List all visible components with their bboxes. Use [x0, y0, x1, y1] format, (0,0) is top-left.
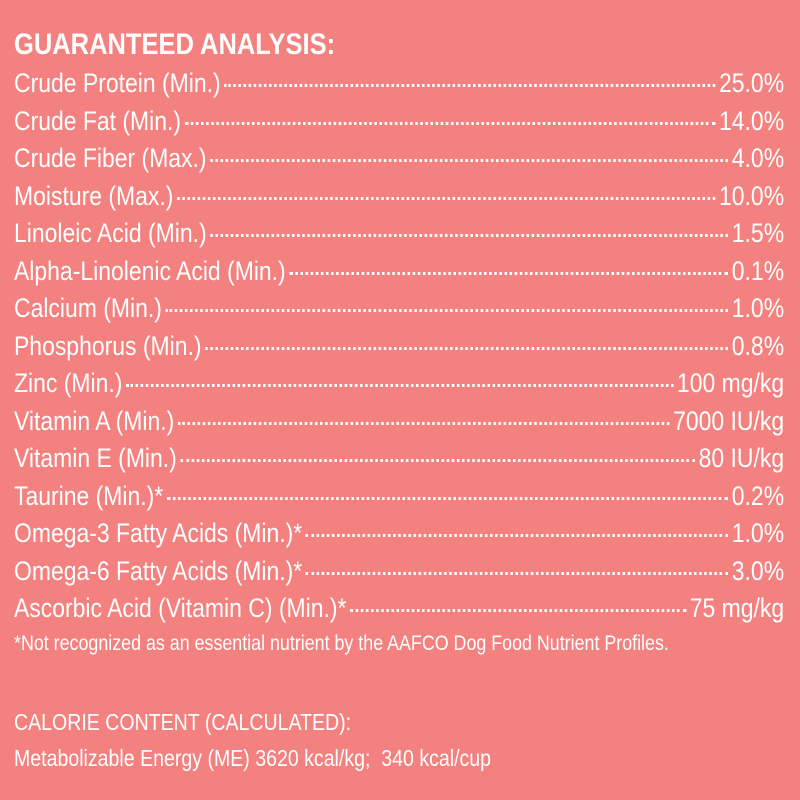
analysis-row: Zinc (Min.) 100 mg/kg: [14, 365, 784, 403]
nutrient-label: Vitamin A (Min.): [14, 405, 175, 436]
nutrient-value: 1.0%: [731, 518, 785, 548]
nutrient-label: Taurine (Min.)*: [14, 480, 164, 511]
analysis-row: Taurine (Min.)* 0.2%: [14, 478, 784, 516]
nutrient-label: Crude Fat (Min.): [14, 105, 182, 136]
nutrient-value: 100 mg/kg: [676, 368, 785, 398]
dot-leader: [180, 459, 696, 462]
dot-leader: [305, 534, 729, 537]
dot-leader: [177, 421, 670, 425]
dot-leader: [305, 571, 729, 575]
dot-leader: [184, 121, 716, 125]
analysis-row: Crude Fiber (Max.) 4.0%: [14, 140, 784, 178]
nutrient-value: 3.0%: [731, 555, 785, 586]
analysis-row: Omega-6 Fatty Acids (Min.)* 3.0%: [14, 553, 784, 591]
rows: Crude Protein (Min.) 25.0% Crude Fat (Min.…: [14, 65, 784, 628]
nutrient-label: Ascorbic Acid (Vitamin C) (Min.)*: [14, 593, 347, 623]
calorie-text: Metabolizable Energy (ME) 3620 kcal/kg; …: [14, 744, 492, 771]
dot-leader: [204, 346, 729, 350]
analysis-row: Ascorbic Acid (Vitamin C) (Min.)* 75 mg/k…: [14, 590, 784, 628]
dot-leader: [349, 609, 687, 612]
nutrient-label: Omega-6 Fatty Acids (Min.)*: [14, 555, 303, 586]
dot-leader: [165, 309, 729, 312]
nutrient-value: 14.0%: [719, 105, 785, 136]
nutrient-label: Crude Fiber (Max.): [14, 143, 207, 173]
dot-leader: [210, 234, 729, 237]
analysis-panel: GUARANTEED ANALYSIS: Crude Protein (Min.…: [14, 25, 784, 776]
nutrient-label: Crude Protein (Min.): [14, 68, 221, 98]
analysis-row: Alpha-Linolenic Acid (Min.) 0.1%: [14, 253, 784, 291]
analysis-row: Linoleic Acid (Min.) 1.5%: [14, 215, 784, 253]
title: GUARANTEED ANALYSIS:: [14, 28, 336, 61]
dot-leader: [125, 384, 674, 387]
dot-leader: [209, 159, 729, 162]
analysis-row: Phosphorus (Min.) 0.8%: [14, 328, 784, 366]
nutrient-label: Vitamin E (Min.): [14, 443, 177, 473]
nutrient-label: Calcium (Min.): [14, 293, 162, 323]
nutrient-value: 75 mg/kg: [689, 593, 785, 623]
dot-leader: [289, 271, 729, 275]
nutrient-value: 4.0%: [731, 143, 785, 173]
dot-leader: [166, 496, 729, 500]
analysis-row: Moisture (Max.) 10.0%: [14, 178, 784, 216]
nutrient-value: 1.0%: [731, 293, 785, 323]
nutrient-value: 10.0%: [719, 180, 785, 211]
analysis-row: Crude Fat (Min.) 14.0%: [14, 103, 784, 141]
analysis-row: Vitamin E (Min.) 80 IU/kg: [14, 440, 784, 478]
nutrient-value: 0.2%: [731, 480, 785, 511]
nutrient-label: Linoleic Acid (Min.): [14, 218, 207, 248]
footnote: *Not recognized as an essential nutrient…: [14, 631, 669, 655]
nutrient-value: 1.5%: [731, 218, 785, 248]
calorie-heading: CALORIE CONTENT (CALCULATED):: [14, 708, 352, 735]
dot-leader: [176, 196, 716, 200]
nutrient-label: Phosphorus (Min.): [14, 330, 202, 361]
nutrient-value: 0.8%: [731, 330, 785, 361]
nutrient-label: Omega-3 Fatty Acids (Min.)*: [14, 518, 303, 548]
nutrient-label: Moisture (Max.): [14, 180, 174, 211]
nutrient-label: Zinc (Min.): [14, 368, 123, 398]
nutrient-label: Alpha-Linolenic Acid (Min.): [14, 255, 286, 286]
analysis-row: Calcium (Min.) 1.0%: [14, 290, 784, 328]
nutrient-value: 0.1%: [731, 255, 785, 286]
nutrient-value: 25.0%: [719, 68, 785, 98]
dot-leader: [224, 84, 716, 87]
analysis-row: Omega-3 Fatty Acids (Min.)* 1.0%: [14, 515, 784, 553]
analysis-row: Vitamin A (Min.) 7000 IU/kg: [14, 403, 784, 441]
analysis-row: Crude Protein (Min.) 25.0%: [14, 65, 784, 103]
nutrient-value: 7000 IU/kg: [673, 405, 785, 436]
nutrient-value: 80 IU/kg: [698, 443, 785, 473]
